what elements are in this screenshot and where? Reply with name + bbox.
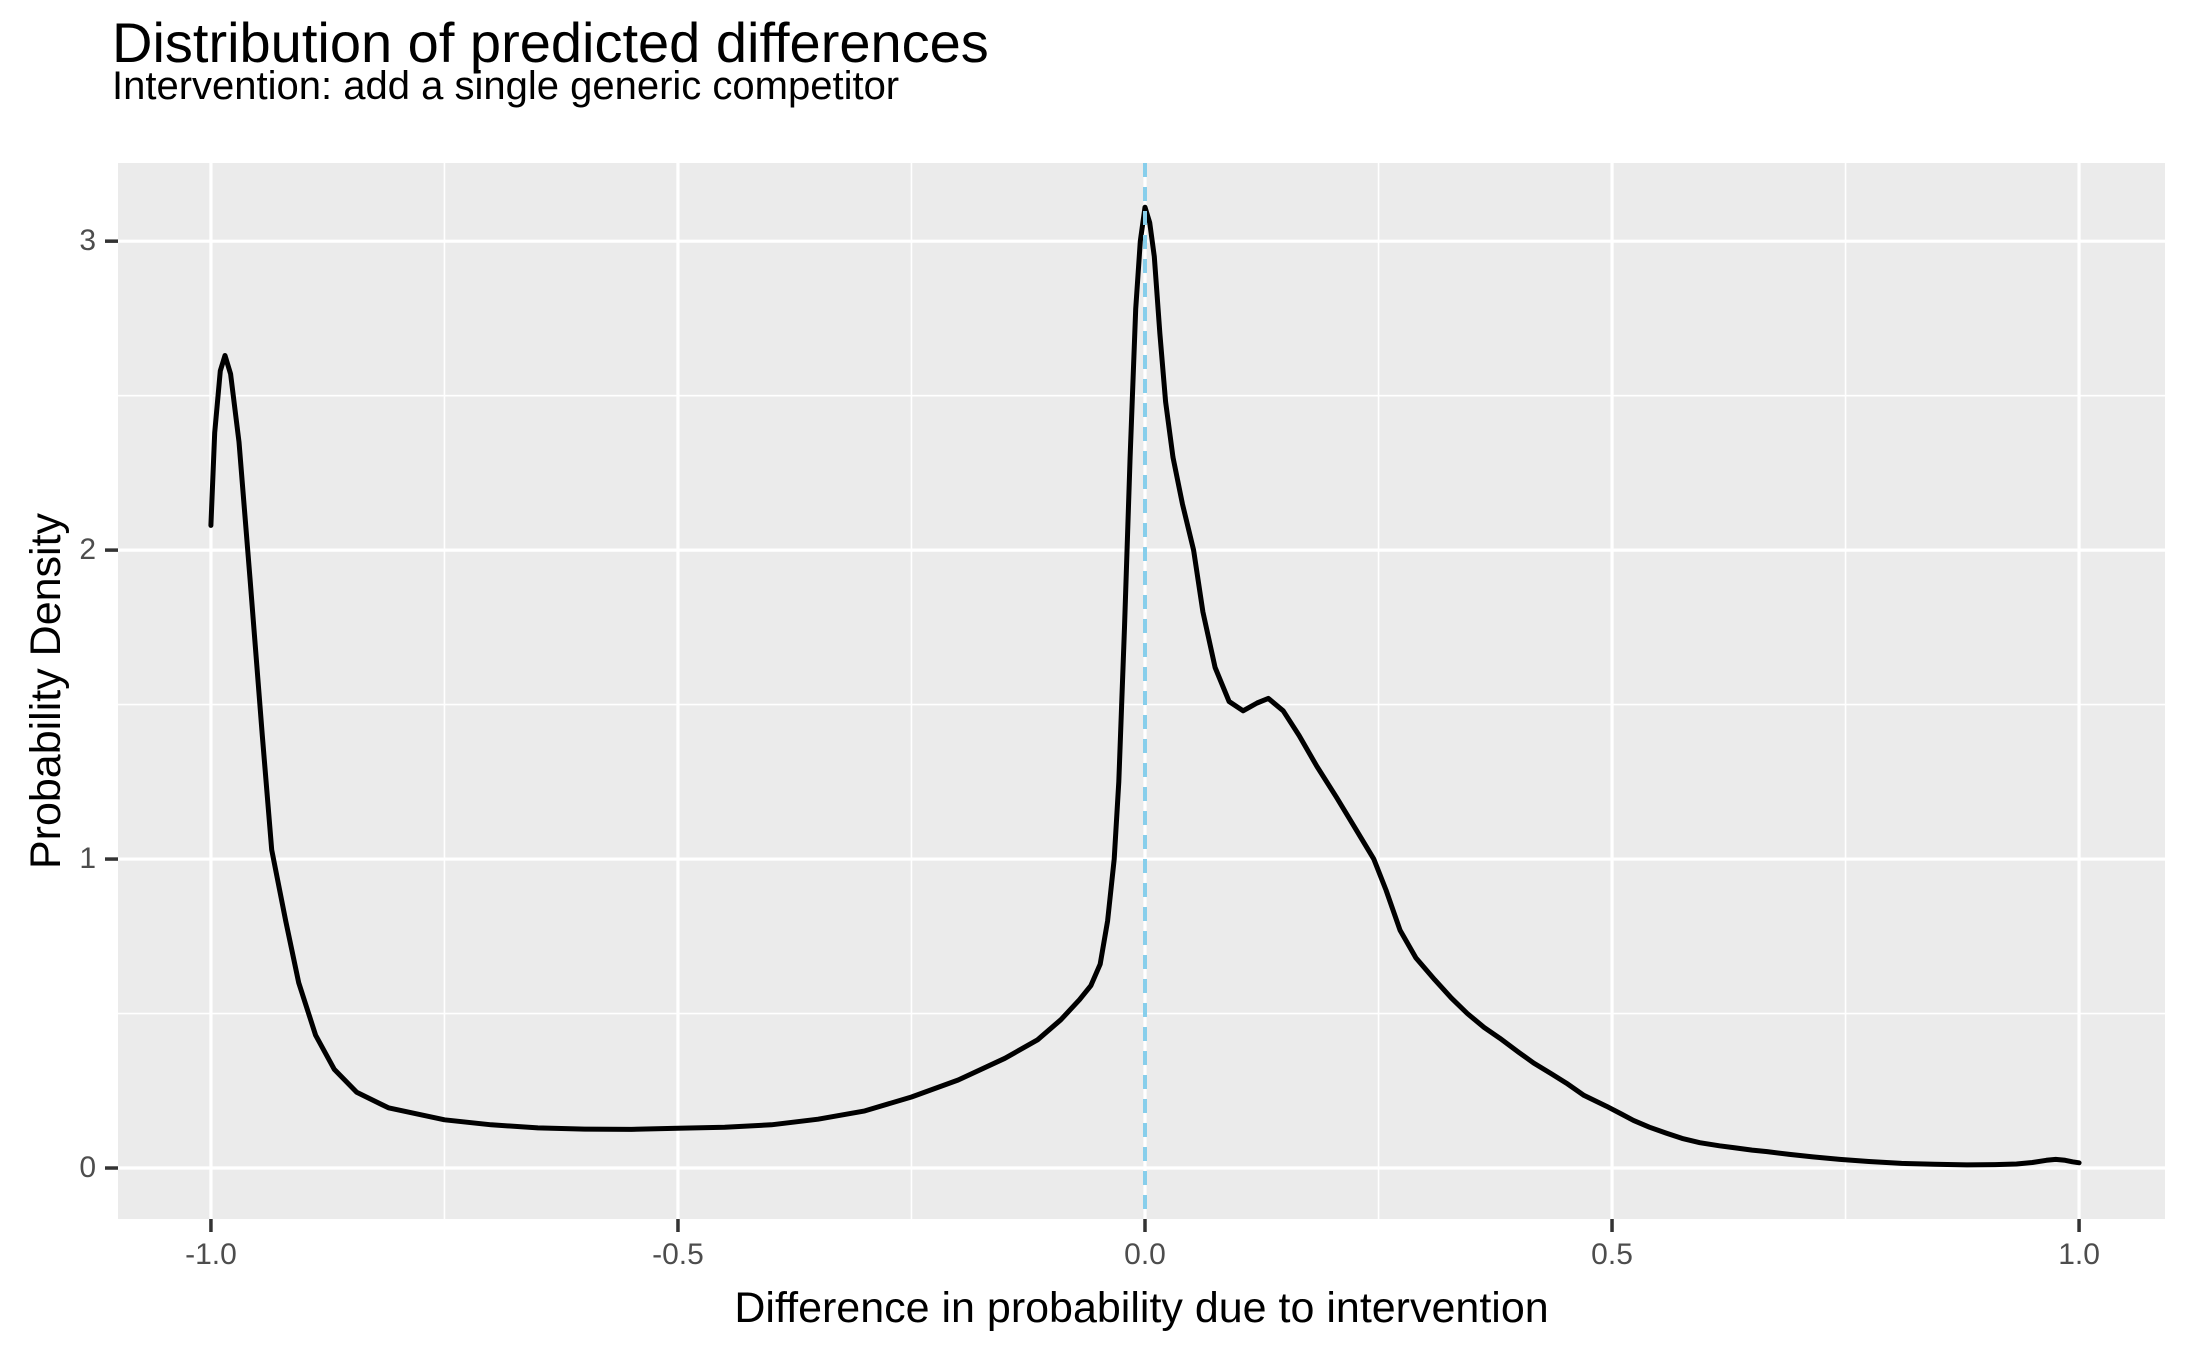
y-tick-label: 3 bbox=[79, 224, 96, 258]
plot-title: Distribution of predicted differences bbox=[112, 11, 989, 74]
x-tick-label: 0.0 bbox=[1124, 1238, 1166, 1271]
plot-subtitle: Intervention: add a single generic compe… bbox=[112, 64, 900, 108]
y-tick-label: 1 bbox=[79, 842, 96, 876]
x-tick-label: -1.0 bbox=[185, 1238, 237, 1271]
x-axis-title: Difference in probability due to interve… bbox=[734, 1284, 1549, 1332]
plot-panel bbox=[118, 163, 2165, 1219]
y-axis-title: Probability Density bbox=[22, 512, 70, 870]
x-tick-label: 1.0 bbox=[2058, 1238, 2100, 1271]
x-tick-label: 0.5 bbox=[1591, 1238, 1633, 1271]
y-tick-label: 0 bbox=[79, 1151, 96, 1185]
x-tick-label: -0.5 bbox=[652, 1238, 704, 1271]
density-curve bbox=[208, 204, 2082, 1168]
y-tick-label: 2 bbox=[79, 533, 96, 567]
